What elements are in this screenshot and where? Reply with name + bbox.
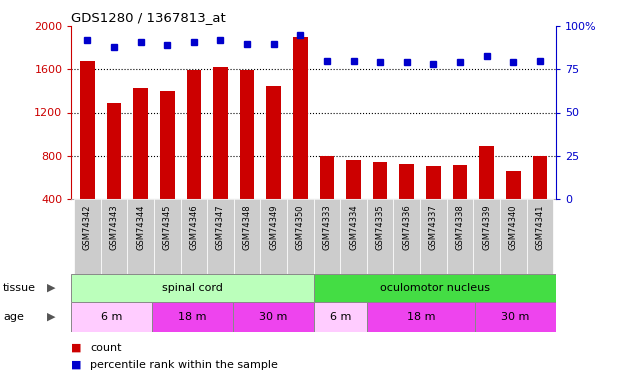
Bar	[314, 199, 340, 274]
Bar	[127, 199, 154, 274]
Bar	[373, 162, 388, 242]
Text: 6 m: 6 m	[330, 312, 351, 322]
Text: GSM74342: GSM74342	[83, 205, 92, 250]
Bar	[154, 199, 181, 274]
Text: GSM74336: GSM74336	[402, 205, 411, 251]
Bar	[314, 302, 368, 332]
Text: tissue: tissue	[3, 283, 36, 293]
Text: ▶: ▶	[47, 312, 55, 322]
Bar	[74, 199, 101, 274]
Text: GSM74337: GSM74337	[429, 205, 438, 251]
Text: GSM74335: GSM74335	[376, 205, 384, 251]
Text: GSM74341: GSM74341	[535, 205, 545, 250]
Bar	[101, 199, 127, 274]
Text: percentile rank within the sample: percentile rank within the sample	[90, 360, 278, 369]
Text: GSM74343: GSM74343	[109, 205, 119, 251]
Text: 30 m: 30 m	[501, 312, 530, 322]
Bar	[266, 86, 281, 242]
Text: 6 m: 6 m	[101, 312, 122, 322]
Text: 30 m: 30 m	[259, 312, 288, 322]
Bar	[473, 199, 500, 274]
Text: GSM74339: GSM74339	[482, 205, 491, 251]
Bar	[186, 70, 201, 242]
Bar	[527, 199, 553, 274]
Bar	[420, 199, 446, 274]
Bar	[475, 302, 556, 332]
Text: ■: ■	[71, 343, 82, 353]
Text: GSM74345: GSM74345	[163, 205, 172, 250]
Bar	[181, 199, 207, 274]
Text: 18 m: 18 m	[178, 312, 207, 322]
Bar	[233, 199, 260, 274]
Bar	[500, 199, 527, 274]
Text: GSM74347: GSM74347	[216, 205, 225, 251]
Bar	[293, 37, 307, 242]
Bar	[320, 156, 334, 242]
Bar	[240, 70, 255, 242]
Bar	[346, 160, 361, 242]
Text: count: count	[90, 343, 122, 353]
Text: oculomotor nucleus: oculomotor nucleus	[379, 283, 490, 293]
Text: GSM74346: GSM74346	[189, 205, 198, 251]
Bar	[367, 199, 394, 274]
Text: age: age	[3, 312, 24, 322]
Text: GSM74344: GSM74344	[136, 205, 145, 250]
Bar	[287, 199, 314, 274]
Text: GSM74348: GSM74348	[243, 205, 252, 251]
Text: GDS1280 / 1367813_at: GDS1280 / 1367813_at	[71, 11, 226, 24]
Text: GSM74333: GSM74333	[322, 205, 332, 251]
Text: 18 m: 18 m	[407, 312, 435, 322]
Text: spinal cord: spinal cord	[162, 283, 223, 293]
Text: GSM74350: GSM74350	[296, 205, 305, 250]
Bar	[506, 171, 520, 242]
Bar	[152, 302, 233, 332]
Text: ▶: ▶	[47, 283, 55, 293]
Bar	[233, 302, 314, 332]
Bar	[107, 103, 121, 242]
Text: GSM74338: GSM74338	[455, 205, 465, 251]
Bar	[446, 199, 473, 274]
Bar	[532, 156, 547, 242]
Bar	[260, 199, 287, 274]
Bar	[314, 274, 556, 302]
Bar	[207, 199, 233, 274]
Bar	[71, 274, 314, 302]
Text: ■: ■	[71, 360, 82, 369]
Text: GSM74334: GSM74334	[349, 205, 358, 251]
Bar	[340, 199, 367, 274]
Bar	[160, 91, 175, 242]
Bar	[394, 199, 420, 274]
Text: GSM74349: GSM74349	[269, 205, 278, 250]
Bar	[134, 88, 148, 242]
Bar	[399, 164, 414, 242]
Bar	[213, 67, 228, 242]
Bar	[80, 61, 94, 242]
Bar	[71, 302, 152, 332]
Bar	[479, 146, 494, 242]
Bar	[426, 166, 441, 242]
Bar	[368, 302, 475, 332]
Bar	[453, 165, 467, 242]
Text: GSM74340: GSM74340	[509, 205, 518, 250]
